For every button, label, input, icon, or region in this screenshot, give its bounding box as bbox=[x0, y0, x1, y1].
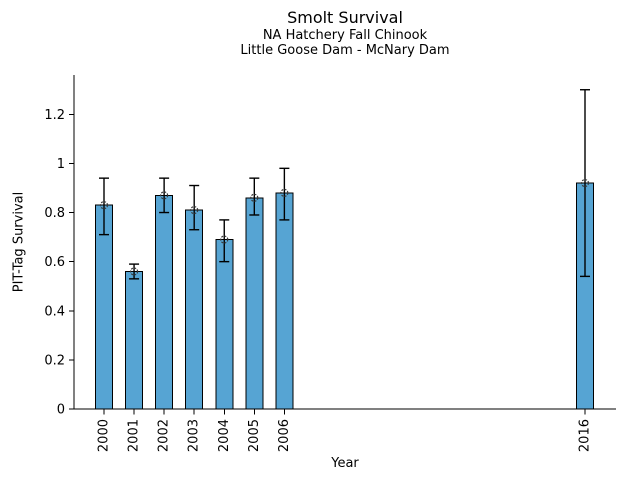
x-tick-label: 2005 bbox=[247, 419, 262, 452]
x-axis-label: Year bbox=[331, 456, 359, 471]
x-tick-label: 2016 bbox=[578, 419, 593, 452]
bar-2001 bbox=[125, 270, 144, 410]
y-tick-label: 0 bbox=[57, 403, 65, 418]
marker-2004 bbox=[220, 235, 229, 244]
marker-2003 bbox=[190, 205, 199, 215]
x-tick-label: 2002 bbox=[157, 419, 172, 452]
bar-2006 bbox=[275, 192, 294, 410]
marker-2001 bbox=[129, 267, 139, 276]
bar-2005 bbox=[245, 197, 264, 410]
marker-2002 bbox=[160, 191, 169, 200]
y-tick-label: 1.2 bbox=[44, 108, 65, 123]
y-tick-label: 1 bbox=[57, 157, 65, 172]
chart-title: Smolt Survival bbox=[287, 8, 403, 27]
y-tick-label: 0.2 bbox=[44, 353, 65, 368]
x-tick-label: 2001 bbox=[127, 419, 142, 452]
y-tick-label: 0.4 bbox=[44, 304, 65, 319]
bar-2004 bbox=[215, 239, 234, 410]
x-tick-label: 2004 bbox=[217, 419, 232, 452]
x-tick-label: 2003 bbox=[187, 419, 202, 452]
bar-2002 bbox=[155, 194, 174, 410]
marker-2006 bbox=[280, 188, 289, 197]
y-tick-label: 0.8 bbox=[44, 206, 65, 221]
y-tick-label: 0.6 bbox=[44, 255, 65, 270]
marker-2005 bbox=[250, 193, 259, 202]
bar-2000 bbox=[95, 204, 113, 410]
marker-2016 bbox=[580, 178, 590, 188]
chart-subtitle-line1: NA Hatchery Fall Chinook bbox=[262, 28, 428, 43]
x-tick-label: 2006 bbox=[277, 419, 292, 452]
y-axis-label: PIT-Tag Survival bbox=[11, 191, 27, 293]
marker-2000 bbox=[99, 201, 109, 210]
chart-subtitle-line2: Little Goose Dam - McNary Dam bbox=[240, 43, 450, 58]
bar-2003 bbox=[185, 209, 204, 410]
x-tick-label: 2000 bbox=[97, 419, 112, 452]
